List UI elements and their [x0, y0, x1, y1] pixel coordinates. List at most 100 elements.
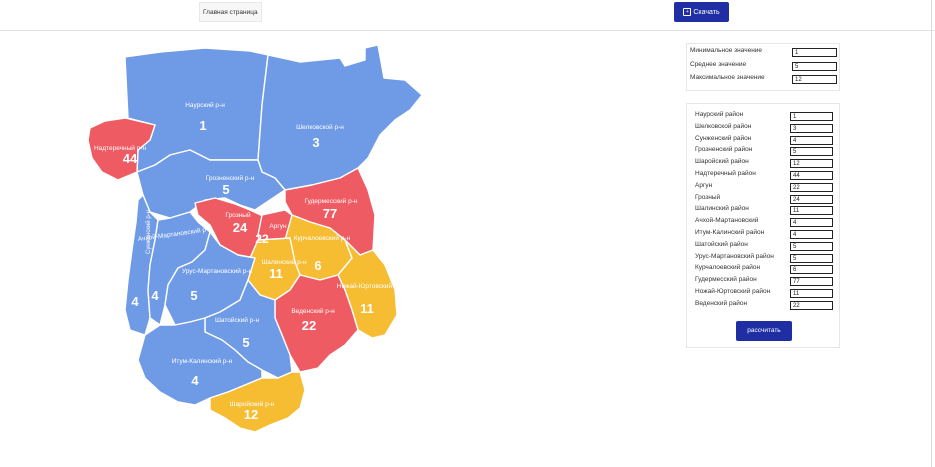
district-label-text: Курчалоевский район: [695, 264, 761, 271]
scrollbar-track[interactable]: [931, 0, 932, 467]
map-value-guderm: 77: [323, 206, 337, 221]
map-value-shelk: 3: [312, 135, 319, 150]
stat-label: Минимальное значение: [690, 47, 763, 54]
region-nadter[interactable]: [87, 117, 156, 181]
map-value-urus: 5: [190, 288, 197, 303]
district-label: Веденский район: [695, 300, 747, 307]
stats-panel: [686, 43, 840, 91]
top-bar: [0, 0, 935, 31]
district-value-field[interactable]: 3: [790, 124, 833, 133]
map-label-nadter: Надтеречный р-н: [94, 144, 146, 152]
district-label-text: Веденский район: [695, 300, 748, 307]
district-label: Гудермесский район: [695, 276, 757, 283]
map-label-sunzh: Сунженский р-н: [145, 210, 152, 254]
district-label-text: Шаройский район: [695, 158, 749, 165]
district-value-field[interactable]: 4: [790, 136, 833, 145]
districts-panel: [686, 103, 840, 348]
region-itum[interactable]: [137, 317, 263, 406]
district-value-field[interactable]: 22: [790, 301, 833, 310]
district-value-field[interactable]: 11: [790, 289, 833, 298]
map-value-nozhay: 11: [360, 301, 374, 316]
district-label-text: Сунженский район: [695, 135, 752, 142]
district-label: Урус-Мартановский район: [695, 253, 774, 260]
calculate-button[interactable]: рассчитать: [736, 321, 792, 341]
stat-row: Среднее значение: [690, 61, 746, 68]
district-label: Грозный: [695, 194, 720, 201]
map-value-shalin: 11: [269, 266, 283, 281]
district-value-field[interactable]: 44: [790, 171, 833, 180]
map-label-itum: Итум-Калинский р-н: [172, 357, 233, 365]
map-value-itum: 4: [191, 373, 199, 388]
stat-row: Максимальное значение: [690, 74, 765, 81]
map-label-urus: Урус-Мартановский р-н: [182, 267, 253, 275]
map-value-sunzh: 4: [131, 294, 139, 309]
map-value-kurch: 6: [314, 258, 321, 273]
district-label-text: Урус-Мартановский район: [695, 253, 774, 260]
district-label-text: Шалинский район: [695, 205, 749, 212]
district-label: Итум-Калинский район: [695, 229, 764, 236]
home-tab[interactable]: Главная страница: [199, 2, 262, 22]
map-value-argun: 22: [255, 232, 269, 246]
district-value-field[interactable]: 4: [790, 230, 833, 239]
download-button[interactable]: + Скачать: [674, 2, 729, 22]
district-value-field[interactable]: 77: [790, 277, 833, 286]
district-value-field[interactable]: 11: [790, 206, 833, 215]
map-label-shatoy: Шатойский р-н: [215, 316, 260, 324]
map-value-shatoy: 5: [242, 335, 249, 350]
district-label-text: Наурский район: [695, 111, 744, 118]
district-label-text: Шелковской район: [695, 123, 752, 130]
map-label-guderm: Гудермесский р-н: [304, 197, 357, 205]
district-value-field[interactable]: 4: [790, 218, 833, 227]
district-label: Шаройский район: [695, 158, 749, 165]
district-label-text: Итум-Калинский район: [695, 229, 765, 236]
district-label: Сунженский район: [695, 135, 751, 142]
district-value-field[interactable]: 5: [790, 254, 833, 263]
district-label-text: Аргун: [695, 182, 713, 189]
map-label-sharoy: Шаройский р-н: [230, 400, 275, 408]
district-value-field[interactable]: 1: [790, 112, 833, 121]
map-label-nozhay: Ножай-Юртовский р-н: [337, 282, 404, 290]
district-label-text: Шатойский район: [695, 241, 748, 248]
stat-max-field[interactable]: 12: [792, 75, 837, 84]
map-value-naur: 1: [199, 118, 206, 133]
region-sharoy[interactable]: [209, 371, 306, 433]
stat-label: Максимальное значение: [690, 74, 765, 81]
district-value-field[interactable]: 5: [790, 147, 833, 156]
district-value-field[interactable]: 22: [790, 183, 833, 192]
district-label-text: Гудермесский район: [695, 276, 757, 283]
district-value-field[interactable]: 24: [790, 195, 833, 204]
district-label-text: Ножай-Юртовский район: [695, 288, 771, 295]
map-label-shalin: Шалинский р-н: [261, 258, 307, 266]
district-label: Шелковской район: [695, 123, 751, 130]
map-label-argun: Аргун: [269, 223, 287, 230]
district-label: Надтеречный район: [695, 170, 756, 177]
region-shelk[interactable]: [257, 44, 423, 191]
district-value-field[interactable]: 12: [790, 159, 833, 168]
district-value-field[interactable]: 5: [790, 242, 833, 251]
map-value-achkhoy: 4: [151, 288, 159, 303]
district-label: Курчалоевский район: [695, 264, 760, 271]
map-label-shelk: Шелковской р-н: [296, 123, 344, 131]
stat-min-field[interactable]: 1: [792, 48, 837, 57]
district-label: Грозненский район: [695, 146, 752, 153]
map-label-grozny: Грозный: [225, 211, 251, 219]
stat-avg-field[interactable]: 5: [792, 62, 837, 71]
district-label: Наурский район: [695, 111, 743, 118]
district-value-field[interactable]: 6: [790, 265, 833, 274]
map-value-veden: 22: [302, 318, 316, 333]
stat-row: Минимальное значение: [690, 47, 762, 54]
map-value-grozny: 24: [233, 220, 248, 235]
stat-label: Среднее значение: [690, 61, 747, 68]
district-label: Аргун: [695, 182, 712, 189]
map-label-veden: Веденский р-н: [291, 307, 335, 315]
download-label: Скачать: [693, 8, 720, 16]
map-value-sharoy: 12: [244, 407, 258, 422]
download-icon: +: [683, 8, 692, 16]
map-value-grozn: 5: [222, 182, 229, 197]
district-label-text: Грозный: [695, 194, 721, 201]
district-label: Шалинский район: [695, 205, 749, 212]
district-label: Шатойский район: [695, 241, 748, 248]
map-value-nadter: 44: [123, 151, 138, 166]
map-label-kurch: Курчалоевский р-н: [294, 234, 351, 242]
